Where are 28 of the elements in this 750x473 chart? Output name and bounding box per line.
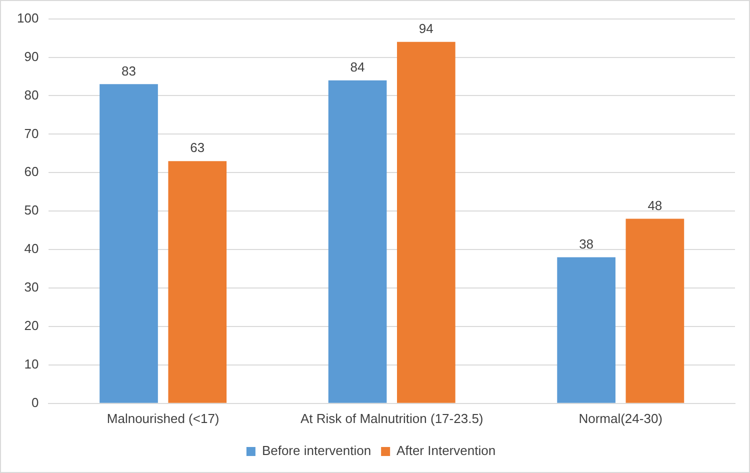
y-tick-label: 90 [24,48,39,64]
y-tick-label: 60 [24,164,39,180]
data-label: 94 [418,20,434,36]
bar [396,42,456,403]
y-tick-label: 30 [24,280,39,295]
bar [168,161,227,403]
x-tick-label: Malnourished (<17) [106,410,220,426]
y-tick-label: 20 [24,318,39,334]
y-tick-label: 10 [24,356,39,372]
data-label: 38 [579,236,594,252]
bar [626,218,684,403]
y-tick-label: 40 [24,241,39,256]
x-tick-label: Normal(24-30) [578,410,663,426]
data-label: 83 [122,63,136,78]
data-label: 48 [648,198,662,213]
bar [100,84,158,403]
data-label: 84 [350,59,365,74]
y-tick-label: 0 [31,394,39,410]
data-label: 63 [190,140,205,156]
bar [557,257,616,403]
y-tick-label: 50 [24,202,39,218]
y-tick-label: 80 [24,87,39,102]
bar [328,80,387,403]
legend-label: Before intervention [262,443,372,458]
y-tick-label: 100 [16,10,39,26]
legend-label: After Intervention [396,443,496,458]
y-tick-label: 70 [24,126,39,141]
x-tick-label: At Risk of Malnutrition (17-23.5) [300,410,484,426]
